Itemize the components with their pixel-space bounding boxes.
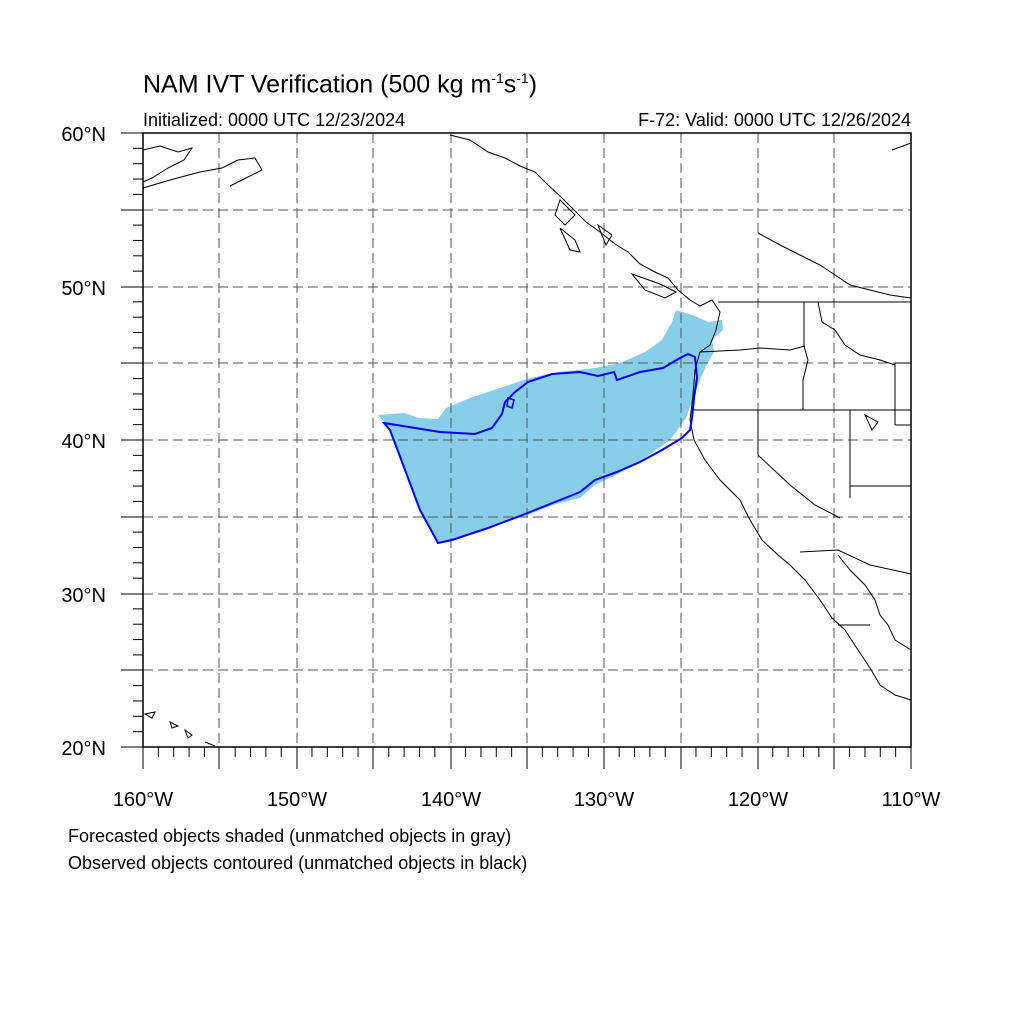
initialized-label: Initialized: 0000 UTC 12/23/2024 — [143, 110, 406, 130]
lon-label-110w: 110°W — [882, 789, 941, 811]
lon-label-160w: 160°W — [113, 789, 173, 811]
legend-observed-note: Observed objects contoured (unmatched ob… — [68, 853, 528, 873]
graticule — [143, 133, 911, 747]
valid-time-label: F-72: Valid: 0000 UTC 12/26/2024 — [638, 110, 911, 130]
observed-contour — [381, 352, 699, 545]
lat-label-60n: 60°N — [61, 124, 106, 146]
lon-label-150w: 150°W — [267, 789, 327, 811]
axis-ticks — [121, 132, 912, 769]
lon-label-140w: 140°W — [421, 789, 481, 811]
coastlines — [142, 134, 912, 747]
lat-label-30n: 30°N — [61, 585, 106, 607]
map-title: NAM IVT Verification (500 kg m-1s-1) — [143, 70, 538, 99]
lat-label-40n: 40°N — [61, 431, 106, 453]
lon-label-120w: 120°W — [728, 789, 788, 811]
state-borders — [693, 301, 912, 626]
forecast-object — [378, 310, 723, 543]
lon-label-130w: 130°W — [574, 789, 634, 811]
lat-label-50n: 50°N — [61, 278, 106, 300]
legend-forecast-note: Forecasted objects shaded (unmatched obj… — [68, 826, 512, 846]
lat-label-20n: 20°N — [61, 738, 106, 760]
